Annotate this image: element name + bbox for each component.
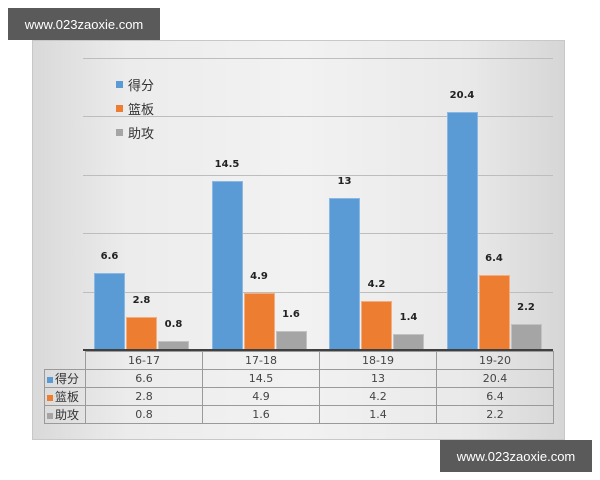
table-cell: 13 — [319, 369, 437, 388]
bar — [275, 331, 307, 350]
data-label: 2.8 — [132, 295, 151, 307]
column-header: 18-19 — [319, 351, 437, 370]
data-label: 14.5 — [214, 158, 240, 170]
bar — [361, 300, 392, 350]
bar — [446, 111, 478, 350]
watermark-bottom: www.023zaoxie.com — [440, 440, 592, 472]
data-label: 20.4 — [449, 89, 475, 101]
table-cell: 20.4 — [436, 369, 554, 388]
data-label: 4.9 — [250, 270, 268, 282]
data-label: 1.4 — [399, 311, 418, 323]
table-cell: 4.2 — [319, 387, 437, 406]
gridline — [83, 233, 553, 235]
data-label: 6.4 — [485, 253, 503, 265]
table-corner — [44, 351, 86, 370]
table-row: 篮板 2.8 4.9 4.2 6.4 — [44, 387, 554, 406]
table-cell: 6.4 — [436, 387, 554, 406]
data-label: 0.8 — [164, 318, 183, 330]
table-cell: 6.6 — [85, 369, 203, 388]
table-header-row: 16-17 17-18 18-19 19-20 — [44, 351, 554, 370]
table-cell: 14.5 — [202, 369, 320, 388]
bar — [211, 180, 243, 350]
data-label: 13 — [337, 176, 352, 188]
bar — [126, 317, 157, 350]
table-cell: 2.2 — [436, 405, 554, 424]
row-header: 得分 — [44, 369, 86, 388]
data-label: 2.2 — [517, 302, 535, 314]
plot-area: 6.6 2.8 0.8 14.5 4.9 1.6 13 4.2 1.4 20.4 6.4 2.2 — [83, 58, 553, 351]
legend-swatch-icon — [47, 376, 53, 383]
row-label: 篮板 — [55, 390, 80, 404]
watermark-top: www.023zaoxie.com — [8, 8, 160, 40]
legend-item-assists: 助攻 — [116, 120, 154, 144]
legend-swatch-icon — [116, 128, 123, 136]
row-header: 篮板 — [44, 387, 86, 406]
table-row: 助攻 0.8 1.6 1.4 2.2 — [44, 405, 554, 424]
legend: 得分 篮板 助攻 — [116, 72, 154, 144]
gridline — [83, 174, 553, 176]
column-header: 16-17 — [85, 351, 203, 370]
legend-swatch-icon — [47, 394, 53, 401]
table-cell: 4.9 — [202, 387, 320, 406]
table-cell: 1.6 — [202, 405, 320, 424]
column-header: 17-18 — [202, 351, 320, 370]
legend-label: 助攻 — [128, 126, 155, 142]
column-header: 19-20 — [436, 351, 554, 370]
data-label: 4.2 — [367, 278, 386, 290]
bar — [329, 198, 360, 350]
bar — [94, 272, 125, 350]
legend-label: 得分 — [128, 78, 155, 94]
gridline — [83, 58, 553, 59]
legend-item-points: 得分 — [116, 72, 154, 96]
row-label: 助攻 — [55, 408, 80, 422]
legend-swatch-icon — [47, 412, 53, 419]
data-label: 6.6 — [100, 250, 119, 262]
data-label: 1.6 — [282, 309, 300, 321]
table-cell: 0.8 — [85, 405, 203, 424]
x-axis — [83, 349, 553, 351]
gridline — [83, 291, 553, 293]
legend-item-rebounds: 篮板 — [116, 96, 154, 120]
data-table: 16-17 17-18 18-19 19-20 得分 6.6 14.5 13 2… — [44, 351, 554, 424]
table-row: 得分 6.6 14.5 13 20.4 — [44, 369, 554, 388]
bar — [393, 333, 424, 350]
bar — [243, 292, 275, 350]
legend-label: 篮板 — [128, 102, 155, 118]
row-label: 得分 — [55, 372, 80, 386]
bar — [478, 275, 510, 350]
gridline — [83, 116, 553, 118]
row-header: 助攻 — [44, 405, 86, 424]
table-cell: 1.4 — [319, 405, 437, 424]
bar — [510, 324, 542, 350]
legend-swatch-icon — [116, 80, 123, 88]
legend-swatch-icon — [116, 104, 123, 112]
table-cell: 2.8 — [85, 387, 203, 406]
